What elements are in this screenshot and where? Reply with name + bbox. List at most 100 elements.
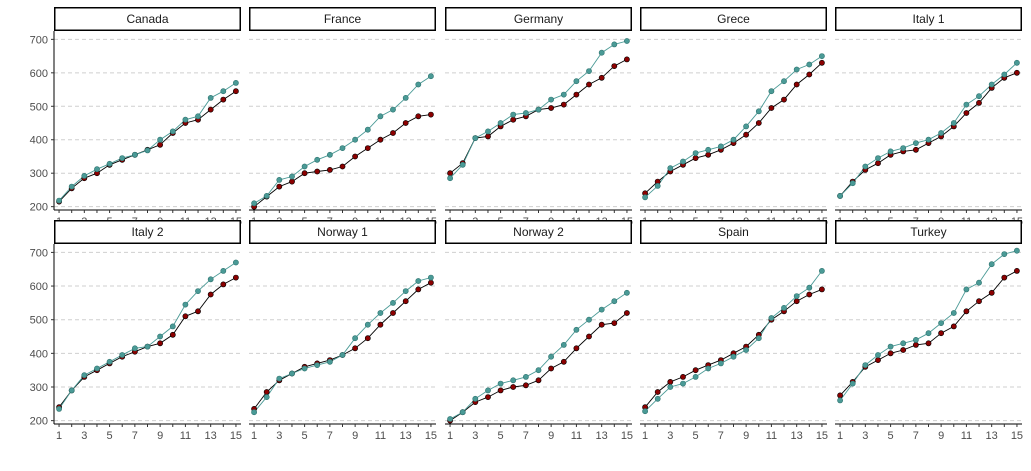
data-point bbox=[755, 108, 762, 115]
data-point bbox=[220, 96, 227, 103]
data-point bbox=[768, 105, 775, 111]
data-point bbox=[289, 173, 295, 180]
data-point bbox=[301, 163, 308, 170]
data-point bbox=[510, 384, 517, 390]
data-point bbox=[743, 131, 749, 138]
data-point bbox=[157, 333, 163, 340]
data-point bbox=[427, 73, 434, 80]
data-point bbox=[352, 345, 358, 352]
data-point bbox=[485, 128, 491, 135]
data-point bbox=[326, 151, 333, 158]
data-point bbox=[195, 288, 201, 294]
data-point bbox=[887, 350, 894, 357]
data-point bbox=[887, 148, 894, 155]
data-point bbox=[560, 358, 567, 365]
data-point bbox=[718, 360, 724, 367]
y-tick-label: 300 bbox=[30, 168, 48, 180]
data-point bbox=[144, 343, 151, 350]
series-line bbox=[644, 55, 823, 198]
x-tick-label: 13 bbox=[986, 430, 998, 442]
data-point bbox=[548, 365, 554, 372]
x-tick-label: 5 bbox=[302, 430, 308, 442]
x-tick-label: 5 bbox=[107, 430, 113, 442]
x-tick-label: 7 bbox=[718, 430, 724, 442]
facet-panel: Norway 21 3 5 7 9 11 13 15 bbox=[445, 220, 633, 442]
data-point bbox=[875, 155, 881, 161]
x-tick-label: 3 bbox=[81, 430, 87, 442]
data-point bbox=[56, 197, 62, 204]
x-tick-label: 11 bbox=[766, 430, 777, 442]
data-point bbox=[913, 140, 919, 146]
data-point bbox=[472, 395, 479, 402]
data-point bbox=[963, 110, 970, 116]
data-point bbox=[819, 53, 825, 59]
data-point bbox=[352, 136, 358, 143]
data-point bbox=[232, 274, 239, 281]
x-tick-label: 3 bbox=[276, 430, 282, 442]
data-point bbox=[806, 291, 813, 298]
data-point bbox=[755, 120, 762, 126]
data-point bbox=[485, 133, 491, 140]
data-point bbox=[611, 41, 618, 48]
data-point bbox=[642, 408, 648, 415]
data-point bbox=[263, 394, 270, 400]
data-point bbox=[390, 299, 396, 306]
data-point bbox=[339, 145, 346, 151]
data-point bbox=[768, 315, 775, 321]
data-point bbox=[849, 380, 856, 387]
data-point bbox=[182, 116, 189, 123]
facet-strip-label: Spain bbox=[718, 225, 749, 239]
data-point bbox=[705, 146, 712, 153]
x-tick-label: 7 bbox=[523, 430, 529, 442]
data-point bbox=[781, 78, 787, 85]
data-point bbox=[667, 378, 674, 385]
data-point bbox=[157, 340, 163, 347]
data-point bbox=[427, 279, 434, 286]
data-point bbox=[913, 341, 919, 348]
data-point bbox=[586, 316, 592, 323]
x-tick-label: 11 bbox=[961, 430, 972, 442]
data-point bbox=[232, 259, 239, 266]
data-point bbox=[900, 340, 907, 347]
data-point bbox=[289, 178, 295, 185]
data-point bbox=[535, 106, 542, 113]
data-point bbox=[598, 321, 605, 328]
data-point bbox=[755, 335, 762, 342]
data-point bbox=[667, 384, 674, 390]
data-point bbox=[402, 298, 409, 305]
series-line bbox=[839, 250, 1018, 401]
data-point bbox=[459, 161, 466, 168]
y-tick-label: 500 bbox=[30, 315, 48, 327]
series-line bbox=[58, 82, 237, 201]
data-point bbox=[207, 291, 214, 298]
y-tick-label: 200 bbox=[30, 202, 48, 214]
data-point bbox=[402, 120, 409, 126]
facet-strip bbox=[249, 220, 436, 244]
facet-strip bbox=[249, 7, 436, 31]
data-point bbox=[680, 158, 686, 165]
data-point bbox=[169, 323, 176, 330]
facet-panel: Germany13579111315 bbox=[445, 7, 633, 228]
data-point bbox=[988, 81, 995, 88]
data-point bbox=[106, 358, 113, 365]
x-tick-label: 5 bbox=[888, 430, 894, 442]
data-point bbox=[976, 298, 982, 305]
facet-strip bbox=[54, 220, 241, 244]
data-point bbox=[119, 155, 126, 161]
y-tick-label: 200 bbox=[30, 416, 48, 428]
data-point bbox=[692, 367, 699, 374]
data-point bbox=[447, 175, 453, 182]
data-point bbox=[497, 380, 504, 387]
data-point bbox=[1014, 267, 1020, 274]
data-point bbox=[377, 321, 384, 328]
data-point bbox=[781, 304, 787, 311]
data-point bbox=[364, 126, 371, 133]
data-point bbox=[938, 330, 944, 337]
data-point bbox=[950, 310, 957, 316]
y-tick-label: 400 bbox=[30, 135, 48, 147]
data-point bbox=[950, 120, 957, 126]
x-tick-label: 13 bbox=[791, 430, 803, 442]
x-tick-label: 13 bbox=[400, 430, 412, 442]
data-point bbox=[1014, 69, 1020, 76]
data-point bbox=[390, 106, 396, 113]
